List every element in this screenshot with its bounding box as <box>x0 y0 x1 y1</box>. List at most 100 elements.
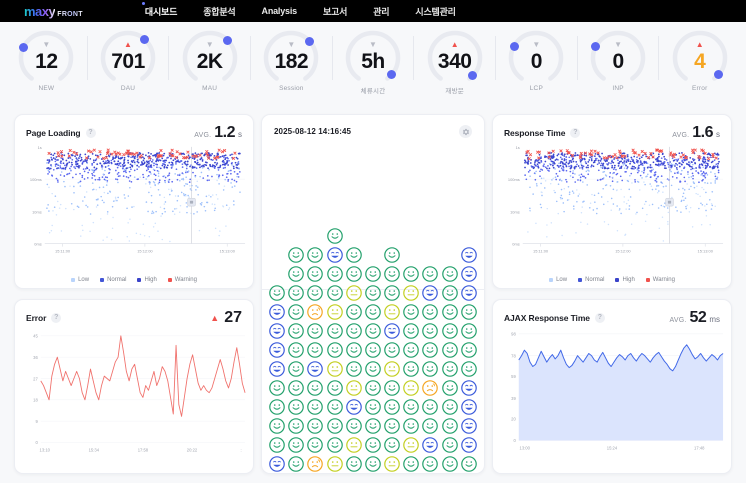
face-blue[interactable] <box>460 379 478 397</box>
face-green[interactable] <box>441 379 459 397</box>
face-green[interactable] <box>326 284 344 302</box>
face-yellow[interactable] <box>402 436 420 454</box>
face-green[interactable] <box>402 303 420 321</box>
face-green[interactable] <box>383 417 401 435</box>
face-green[interactable] <box>326 265 344 283</box>
face-green[interactable] <box>441 398 459 416</box>
face-green[interactable] <box>364 341 382 359</box>
face-green[interactable] <box>421 303 439 321</box>
face-blue[interactable] <box>268 303 286 321</box>
face-green[interactable] <box>287 341 305 359</box>
ajax-area-chart[interactable]: 98 78 59 39 20 0 13:00 15:24 17:48 <box>493 326 731 473</box>
face-green[interactable] <box>383 341 401 359</box>
face-blue[interactable] <box>460 417 478 435</box>
face-green[interactable] <box>268 417 286 435</box>
kpi-error[interactable]: ▲ 4 Error <box>659 28 740 104</box>
face-green[interactable] <box>306 246 324 264</box>
face-orange[interactable] <box>306 455 324 473</box>
face-green[interactable] <box>364 322 382 340</box>
face-blue[interactable] <box>383 322 401 340</box>
face-green[interactable] <box>326 341 344 359</box>
face-green[interactable] <box>364 417 382 435</box>
face-green[interactable] <box>287 284 305 302</box>
face-blue[interactable] <box>460 284 478 302</box>
face-blue[interactable] <box>268 455 286 473</box>
face-green[interactable] <box>402 417 420 435</box>
face-yellow[interactable] <box>345 379 363 397</box>
face-blue[interactable] <box>460 398 478 416</box>
page-loading-scatter-chart[interactable]: 1s 100ms 10ms 0ms 15:11:00 15:12:00 15:13:00 <box>15 141 253 288</box>
face-blue[interactable] <box>268 341 286 359</box>
face-blue[interactable] <box>306 360 324 378</box>
face-green[interactable] <box>364 398 382 416</box>
face-green[interactable] <box>441 360 459 378</box>
kpi-session[interactable]: ▼ 182 Session <box>251 28 332 104</box>
face-green[interactable] <box>306 341 324 359</box>
face-orange[interactable] <box>421 379 439 397</box>
face-green[interactable] <box>460 322 478 340</box>
face-green[interactable] <box>383 265 401 283</box>
face-green[interactable] <box>402 398 420 416</box>
face-green[interactable] <box>383 246 401 264</box>
nav-item-overall-analysis[interactable]: 종합분석 <box>203 6 236 17</box>
kpi-재방문[interactable]: ▲ 340 재방문 <box>414 28 495 104</box>
face-green[interactable] <box>268 398 286 416</box>
face-yellow[interactable] <box>326 455 344 473</box>
face-green[interactable] <box>345 265 363 283</box>
legend-item[interactable]: Warning <box>167 277 197 283</box>
legend-item[interactable]: Normal <box>100 277 126 283</box>
nav-item-analysis[interactable]: Analysis <box>261 6 298 16</box>
face-green[interactable] <box>441 341 459 359</box>
nav-item-report[interactable]: 보고서 <box>322 6 348 17</box>
face-blue[interactable] <box>268 322 286 340</box>
legend-item[interactable]: High <box>615 277 635 283</box>
face-green[interactable] <box>287 360 305 378</box>
legend-item[interactable]: High <box>137 277 157 283</box>
help-icon[interactable]: ? <box>85 128 96 138</box>
face-green[interactable] <box>460 303 478 321</box>
face-green[interactable] <box>402 265 420 283</box>
face-green[interactable] <box>421 455 439 473</box>
face-yellow[interactable] <box>345 436 363 454</box>
face-blue[interactable] <box>421 436 439 454</box>
face-green[interactable] <box>364 284 382 302</box>
legend-item[interactable]: Low <box>71 277 89 283</box>
face-yellow[interactable] <box>326 303 344 321</box>
face-yellow[interactable] <box>402 379 420 397</box>
face-green[interactable] <box>402 341 420 359</box>
face-green[interactable] <box>402 455 420 473</box>
help-icon[interactable]: ? <box>570 128 581 138</box>
kpi-inp[interactable]: ▼ 0 INP <box>578 28 659 104</box>
face-blue[interactable] <box>460 246 478 264</box>
legend-item[interactable]: Normal <box>578 277 604 283</box>
face-green[interactable] <box>364 265 382 283</box>
face-green[interactable] <box>326 379 344 397</box>
nav-item-management[interactable]: 관리 <box>373 6 390 17</box>
kpi-lcp[interactable]: ▼ 0 LCP <box>496 28 577 104</box>
face-green[interactable] <box>268 436 286 454</box>
face-green[interactable] <box>345 360 363 378</box>
face-green[interactable] <box>306 265 324 283</box>
face-green[interactable] <box>306 322 324 340</box>
nav-item-system-management[interactable]: 시스템관리 <box>415 6 456 17</box>
face-green[interactable] <box>345 455 363 473</box>
face-green[interactable] <box>306 417 324 435</box>
face-green[interactable] <box>345 246 363 264</box>
face-green[interactable] <box>326 322 344 340</box>
face-green[interactable] <box>287 455 305 473</box>
face-blue[interactable] <box>421 284 439 302</box>
help-icon[interactable]: ? <box>51 313 62 323</box>
face-green[interactable] <box>383 436 401 454</box>
face-green[interactable] <box>402 322 420 340</box>
face-blue[interactable] <box>460 265 478 283</box>
legend-item[interactable]: Low <box>549 277 567 283</box>
kpi-mau[interactable]: ▼ 2K MAU <box>169 28 250 104</box>
face-green[interactable] <box>383 379 401 397</box>
face-green[interactable] <box>421 265 439 283</box>
face-green[interactable] <box>421 417 439 435</box>
face-green[interactable] <box>441 417 459 435</box>
kpi-dau[interactable]: ▲ 701 DAU <box>88 28 169 104</box>
face-orange[interactable] <box>306 303 324 321</box>
face-blue[interactable] <box>326 246 344 264</box>
nav-item-dashboard[interactable]: 대시보드 <box>141 1 177 18</box>
